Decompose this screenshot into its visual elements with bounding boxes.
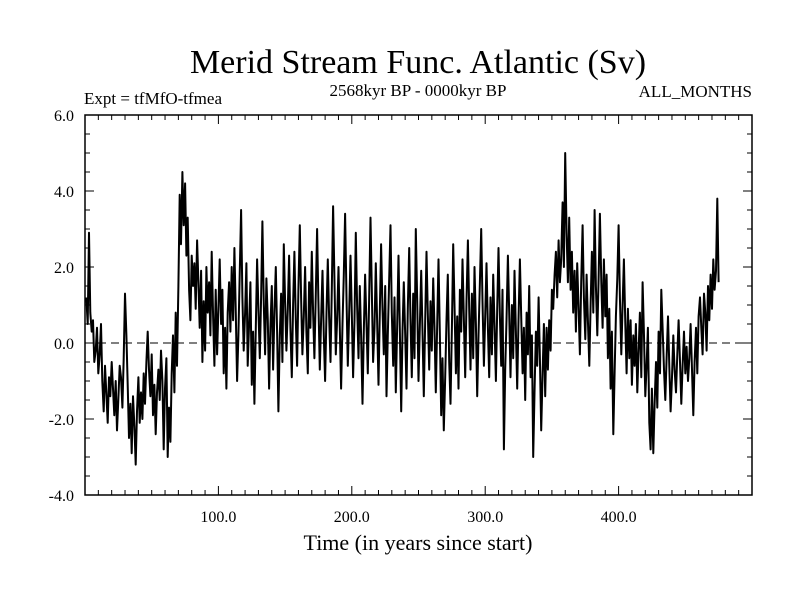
series-line-msf-anomaly (85, 152, 720, 466)
y-tick-label: -2.0 (49, 412, 74, 429)
time-range-label: 2568kyr BP - 0000kyr BP (330, 81, 507, 100)
y-tick-label: -4.0 (49, 488, 74, 505)
x-tick-label: 200.0 (334, 509, 370, 526)
x-axis: 100.0 200.0 300.0 400.0 (97, 115, 740, 526)
x-tick-label: 400.0 (601, 509, 637, 526)
x-axis-label: Time (in years since start) (304, 530, 533, 555)
y-tick-label: 2.0 (54, 260, 74, 277)
x-tick-label: 100.0 (200, 509, 236, 526)
chart-title: Merid Stream Func. Atlantic (Sv) (190, 44, 646, 81)
plot-area: -4.0 -2.0 0.0 2.0 4.0 6.0 100.0 200.0 300.0 400.… (49, 108, 753, 526)
y-tick-label: 0.0 (54, 336, 74, 353)
y-tick-label: 4.0 (54, 184, 74, 201)
y-tick-label: 6.0 (54, 108, 74, 125)
x-tick-label: 300.0 (467, 509, 503, 526)
plot-frame (84, 114, 753, 496)
experiment-label: Expt = tfMfO-tfmea (84, 89, 222, 108)
months-label: ALL_MONTHS (639, 82, 752, 101)
